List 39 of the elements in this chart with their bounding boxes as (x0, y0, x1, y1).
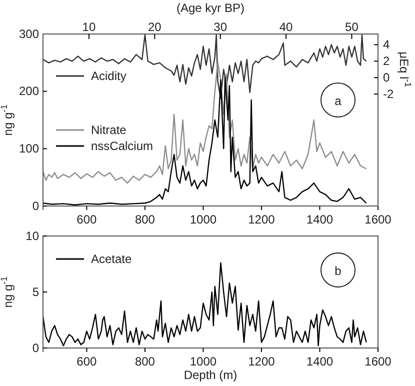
x2-tick-label: 20 (148, 20, 162, 34)
line-series (42, 34, 367, 99)
x2-tick-label: 10 (82, 20, 96, 34)
x-axis-title: Depth (m) (184, 368, 238, 382)
x-tick-label: 1400 (306, 212, 334, 227)
y2-tick-label: 4 (383, 38, 390, 52)
x-tick-label: 1200 (248, 212, 276, 227)
x-tick-label: 1000 (190, 354, 217, 369)
x-tick-label: 1600 (364, 212, 392, 227)
x-tick-label: 1200 (248, 354, 276, 369)
y-tick-label: 10 (26, 228, 40, 243)
x-tick-label: 600 (76, 354, 98, 369)
y2-tick-label: 2 (383, 54, 390, 68)
x2-axis-title: (Age kyr BP) (176, 1, 245, 15)
y-tick-label: 300 (18, 26, 40, 41)
y2-tick-label: 0 (383, 70, 390, 84)
x-tick-label: 1600 (364, 354, 392, 369)
legend-label: Nitrate (91, 123, 127, 137)
y-tick-label: 100 (18, 142, 40, 156)
y-tick-label: 5 (32, 284, 40, 299)
y-tick-label: 200 (18, 84, 40, 98)
legend-label: nssCalcium (91, 139, 154, 153)
x-tick-label: 800 (134, 212, 156, 227)
x2-tick-label: 40 (279, 20, 294, 34)
x-tick-label: 1000 (190, 212, 217, 227)
line-series (42, 62, 367, 184)
annotation: b (334, 264, 342, 278)
line-series (42, 262, 367, 346)
y-tick-label: 0 (32, 198, 40, 213)
legend-label: Acidity (91, 69, 126, 83)
x2-tick-label: 50 (345, 20, 359, 34)
x-tick-label: 800 (134, 354, 156, 369)
y-tick-label: 0 (32, 340, 40, 355)
y2-tick-label: -2 (383, 86, 394, 101)
x-tick-label: 600 (76, 212, 98, 227)
x-tick-label: 1400 (306, 354, 334, 369)
legend-label: Acetate (91, 252, 132, 266)
x2-tick-label: 30 (214, 20, 228, 34)
annotation: a (334, 94, 342, 108)
